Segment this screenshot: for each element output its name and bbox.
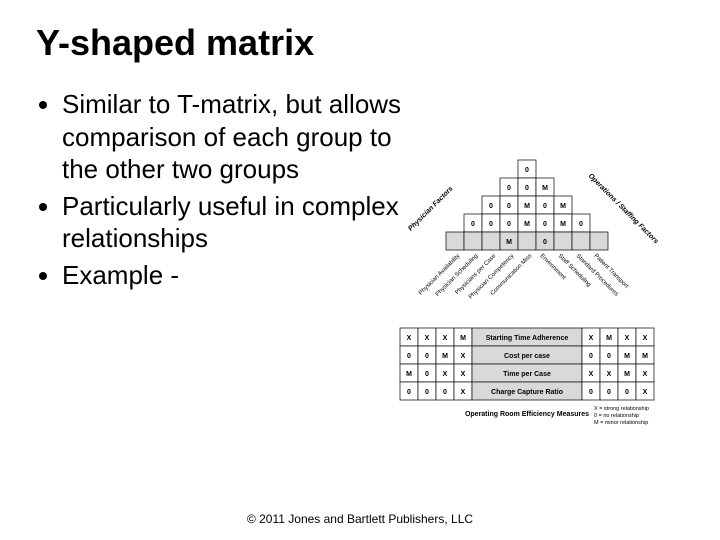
svg-text:Physician Factors: Physician Factors	[407, 185, 454, 232]
svg-text:M: M	[542, 185, 548, 192]
svg-text:0: 0	[507, 221, 511, 228]
svg-text:Staff Scheduling: Staff Scheduling	[557, 253, 592, 288]
svg-text:X = strong relationship: X = strong relationship	[594, 406, 649, 412]
y-matrix-diagram: 000M00M0M000M0M0M0Physician Availability…	[342, 150, 712, 490]
svg-text:X: X	[625, 335, 630, 342]
svg-text:0: 0	[425, 389, 429, 396]
svg-text:Time per Case: Time per Case	[503, 371, 551, 378]
svg-text:M: M	[624, 371, 630, 378]
svg-text:M: M	[560, 221, 566, 228]
svg-text:M: M	[406, 371, 412, 378]
svg-text:M: M	[606, 335, 612, 342]
svg-text:M: M	[524, 203, 530, 210]
svg-text:X: X	[589, 371, 594, 378]
svg-text:0: 0	[489, 221, 493, 228]
svg-text:0: 0	[607, 353, 611, 360]
svg-text:M: M	[560, 203, 566, 210]
svg-text:0: 0	[543, 203, 547, 210]
svg-text:0: 0	[525, 185, 529, 192]
svg-text:0: 0	[489, 203, 493, 210]
svg-text:Charge Capture Ratio: Charge Capture Ratio	[491, 389, 563, 396]
svg-text:0: 0	[443, 389, 447, 396]
svg-text:0: 0	[607, 389, 611, 396]
svg-text:0: 0	[425, 353, 429, 360]
svg-text:0: 0	[625, 389, 629, 396]
svg-text:Cost per case: Cost per case	[504, 353, 550, 360]
svg-text:X: X	[643, 389, 648, 396]
svg-text:X: X	[407, 335, 412, 342]
svg-text:0: 0	[425, 371, 429, 378]
svg-text:0: 0	[507, 203, 511, 210]
svg-text:X: X	[643, 371, 648, 378]
svg-text:0: 0	[543, 221, 547, 228]
svg-text:X: X	[443, 371, 448, 378]
svg-text:0: 0	[589, 389, 593, 396]
svg-text:Starting Time Adherence: Starting Time Adherence	[486, 335, 569, 342]
svg-text:0: 0	[589, 353, 593, 360]
svg-text:Operating Room Efficiency Meas: Operating Room Efficiency Measures	[465, 411, 589, 418]
svg-text:M: M	[460, 335, 466, 342]
svg-text:X: X	[643, 335, 648, 342]
svg-text:M: M	[624, 353, 630, 360]
svg-text:0 = no relationship: 0 = no relationship	[594, 413, 639, 419]
slide-title: Y-shaped matrix	[36, 22, 314, 64]
svg-text:M: M	[642, 353, 648, 360]
svg-text:0: 0	[543, 239, 547, 246]
svg-text:X: X	[607, 371, 612, 378]
svg-text:0: 0	[579, 221, 583, 228]
svg-text:X: X	[589, 335, 594, 342]
svg-text:M: M	[442, 353, 448, 360]
svg-text:0: 0	[525, 167, 529, 174]
svg-text:X: X	[443, 335, 448, 342]
svg-text:X: X	[425, 335, 430, 342]
svg-text:M: M	[506, 239, 512, 246]
svg-text:M: M	[524, 221, 530, 228]
svg-text:X: X	[461, 389, 466, 396]
copyright-text: © 2011 Jones and Bartlett Publishers, LL…	[0, 512, 720, 526]
svg-text:0: 0	[507, 185, 511, 192]
svg-text:M = minor relationship: M = minor relationship	[594, 420, 648, 426]
svg-text:X: X	[461, 353, 466, 360]
svg-text:X: X	[461, 371, 466, 378]
svg-text:0: 0	[407, 389, 411, 396]
svg-text:0: 0	[471, 221, 475, 228]
svg-text:0: 0	[407, 353, 411, 360]
